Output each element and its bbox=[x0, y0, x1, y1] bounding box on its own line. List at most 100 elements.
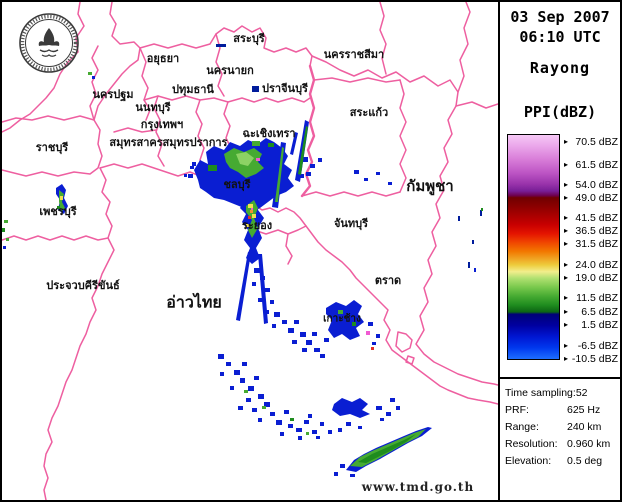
dbz-scale-label: ▸ 36.5 dBZ bbox=[564, 225, 618, 237]
info-row: PRF: 625 Hz bbox=[505, 402, 617, 419]
tmd-logo-seal bbox=[19, 13, 79, 73]
echo-shapes bbox=[2, 72, 483, 477]
tick-arrow-icon: ▸ bbox=[564, 273, 569, 282]
province-label: ปทุมธานี bbox=[172, 84, 214, 96]
dbz-value: 19.0 dBZ bbox=[575, 272, 618, 284]
info-value: 52 bbox=[575, 387, 588, 399]
dbz-scale-label: ▸ 1.5 dBZ bbox=[564, 319, 618, 331]
dbz-scale-label: ▸ 6.5 dBZ bbox=[564, 306, 618, 318]
dbz-scale-label: ▸ 31.5 dBZ bbox=[564, 238, 618, 250]
dbz-value: 61.5 dBZ bbox=[575, 159, 618, 171]
tick-arrow-icon: ▸ bbox=[564, 341, 569, 350]
dbz-value: 11.5 dBZ bbox=[576, 292, 618, 304]
province-label: ราชบุรี bbox=[35, 142, 69, 154]
province-label: กรุงเทพฯ bbox=[140, 119, 184, 131]
province-label: นครปฐม bbox=[92, 89, 134, 101]
tick-arrow-icon: ▸ bbox=[564, 307, 569, 316]
info-label: Resolution: bbox=[505, 438, 558, 450]
province-label: เกาะช้าง bbox=[323, 313, 361, 325]
dbz-scale-label: ▸ 49.0 dBZ bbox=[564, 192, 618, 204]
tick-arrow-icon: ▸ bbox=[564, 160, 569, 169]
tick-arrow-icon: ▸ bbox=[564, 193, 569, 202]
tick-arrow-icon: ▸ bbox=[564, 180, 569, 189]
tick-arrow-icon: ▸ bbox=[564, 213, 569, 222]
dbz-value: 6.5 dBZ bbox=[581, 306, 618, 318]
dbz-value: 36.5 dBZ bbox=[575, 225, 618, 237]
dbz-value: 70.5 dBZ bbox=[575, 136, 618, 148]
dbz-scale-label: ▸ 61.5 dBZ bbox=[564, 159, 618, 171]
province-label: ฉะเชิงเทรา bbox=[242, 128, 296, 140]
map-labels: สระบุรีอยุธยานครนายก นครราชสีมาปราจีนบุรี… bbox=[2, 2, 498, 500]
info-value: 0.960 km bbox=[567, 438, 611, 450]
province-label: นครนายก bbox=[206, 65, 254, 77]
tick-arrow-icon: ▸ bbox=[564, 293, 569, 302]
info-label: Range: bbox=[505, 421, 539, 433]
dbz-value: 31.5 dBZ bbox=[575, 238, 618, 250]
dbz-value: -10.5 dBZ bbox=[571, 353, 618, 365]
tick-arrow-icon: ▸ bbox=[564, 260, 569, 269]
dbz-value: -6.5 dBZ bbox=[577, 340, 618, 352]
scan-time: 06:10 UTC bbox=[519, 28, 601, 46]
province-label: นครราชสีมา bbox=[323, 49, 385, 61]
city-marker bbox=[252, 86, 259, 92]
dbz-value: 49.0 dBZ bbox=[575, 192, 618, 204]
tick-arrow-icon: ▸ bbox=[564, 226, 569, 235]
province-label: อยุธยา bbox=[146, 53, 180, 65]
info-label: Elevation: bbox=[505, 455, 552, 467]
dbz-value: 24.0 dBZ bbox=[575, 259, 618, 271]
dbz-scale-labels: ▸ 70.5 dBZ ▸ 61.5 dBZ ▸ 54.0 dBZ ▸ 49.0 dBZ ▸ 41.… bbox=[500, 2, 620, 500]
province-label: สมุทรสาคร bbox=[109, 137, 163, 149]
province-label: ชลบุรี bbox=[223, 179, 251, 191]
section-divider bbox=[500, 377, 620, 379]
info-row: Range: 240 km bbox=[505, 419, 617, 436]
province-label: ตราด bbox=[374, 275, 402, 287]
city-marker bbox=[216, 44, 226, 47]
province-label: จันทบุรี bbox=[333, 218, 369, 230]
dbz-value: 41.5 dBZ bbox=[575, 212, 618, 224]
dbz-colorbar bbox=[507, 134, 560, 360]
dbz-value: 1.5 dBZ bbox=[581, 319, 618, 331]
dbz-scale-label: ▸ -10.5 dBZ bbox=[564, 353, 618, 365]
dbz-scale-label: ▸ 24.0 dBZ bbox=[564, 259, 618, 271]
ko-chang-island bbox=[395, 331, 413, 353]
info-row: Time sampling: 52 bbox=[505, 385, 617, 402]
scan-date: 03 Sep 2007 bbox=[510, 8, 610, 26]
province-label: อ่าวไทย bbox=[166, 294, 222, 312]
station-name: Rayong bbox=[529, 59, 591, 77]
product-type: PPI(dBZ) bbox=[523, 103, 597, 121]
dbz-scale-label: ▸ 11.5 dBZ bbox=[564, 292, 618, 304]
dbz-value: 54.0 dBZ bbox=[575, 179, 618, 191]
radar-echo-layer bbox=[2, 72, 483, 477]
tick-arrow-icon: ▸ bbox=[564, 320, 569, 329]
province-label: ปราจีนบุรี bbox=[262, 83, 308, 95]
dbz-scale-label: ▸ 41.5 dBZ bbox=[564, 212, 618, 224]
province-label: นนทบุรี bbox=[135, 102, 171, 114]
info-label: Time sampling: bbox=[505, 387, 576, 399]
info-row: Elevation: 0.5 deg bbox=[505, 453, 617, 470]
radar-map: สระบุรีอยุธยานครนายก นครราชสีมาปราจีนบุรี… bbox=[2, 2, 498, 500]
province-label: เพชรบุรี bbox=[39, 206, 77, 218]
province-label: สมุทรปราการ bbox=[162, 137, 228, 149]
info-value: 240 km bbox=[567, 421, 602, 433]
dbz-scale-label: ▸ 54.0 dBZ bbox=[564, 179, 618, 191]
province-label: กัมพูชา bbox=[406, 178, 454, 195]
info-value: 625 Hz bbox=[567, 404, 601, 416]
province-label: สระบุรี bbox=[233, 33, 265, 45]
info-sidebar: 03 Sep 2007 06:10 UTC Rayong PPI(dBZ) ▸ 7… bbox=[500, 2, 620, 500]
tick-arrow-icon: ▸ bbox=[564, 239, 569, 248]
dbz-scale-label: ▸ 19.0 dBZ bbox=[564, 272, 618, 284]
website-watermark: www.tmd.go.th bbox=[361, 480, 475, 494]
tick-arrow-icon: ▸ bbox=[564, 137, 569, 146]
tick-arrow-icon: ▸ bbox=[564, 354, 569, 363]
province-label: ประจวบคีรีขันธ์ bbox=[46, 280, 120, 292]
info-label: PRF: bbox=[505, 404, 529, 416]
sidebar-divider bbox=[498, 2, 500, 500]
province-label: ระยอง bbox=[241, 220, 273, 232]
info-panel-rows: Time sampling: 52 PRF: 625 Hz Range: 240 km Re… bbox=[505, 385, 617, 470]
province-label: สระแก้ว bbox=[349, 107, 389, 119]
dbz-scale-label: ▸ 70.5 dBZ bbox=[564, 136, 618, 148]
info-row: Resolution: 0.960 km bbox=[505, 436, 617, 453]
city-markers bbox=[216, 44, 259, 92]
info-value: 0.5 deg bbox=[567, 455, 603, 467]
